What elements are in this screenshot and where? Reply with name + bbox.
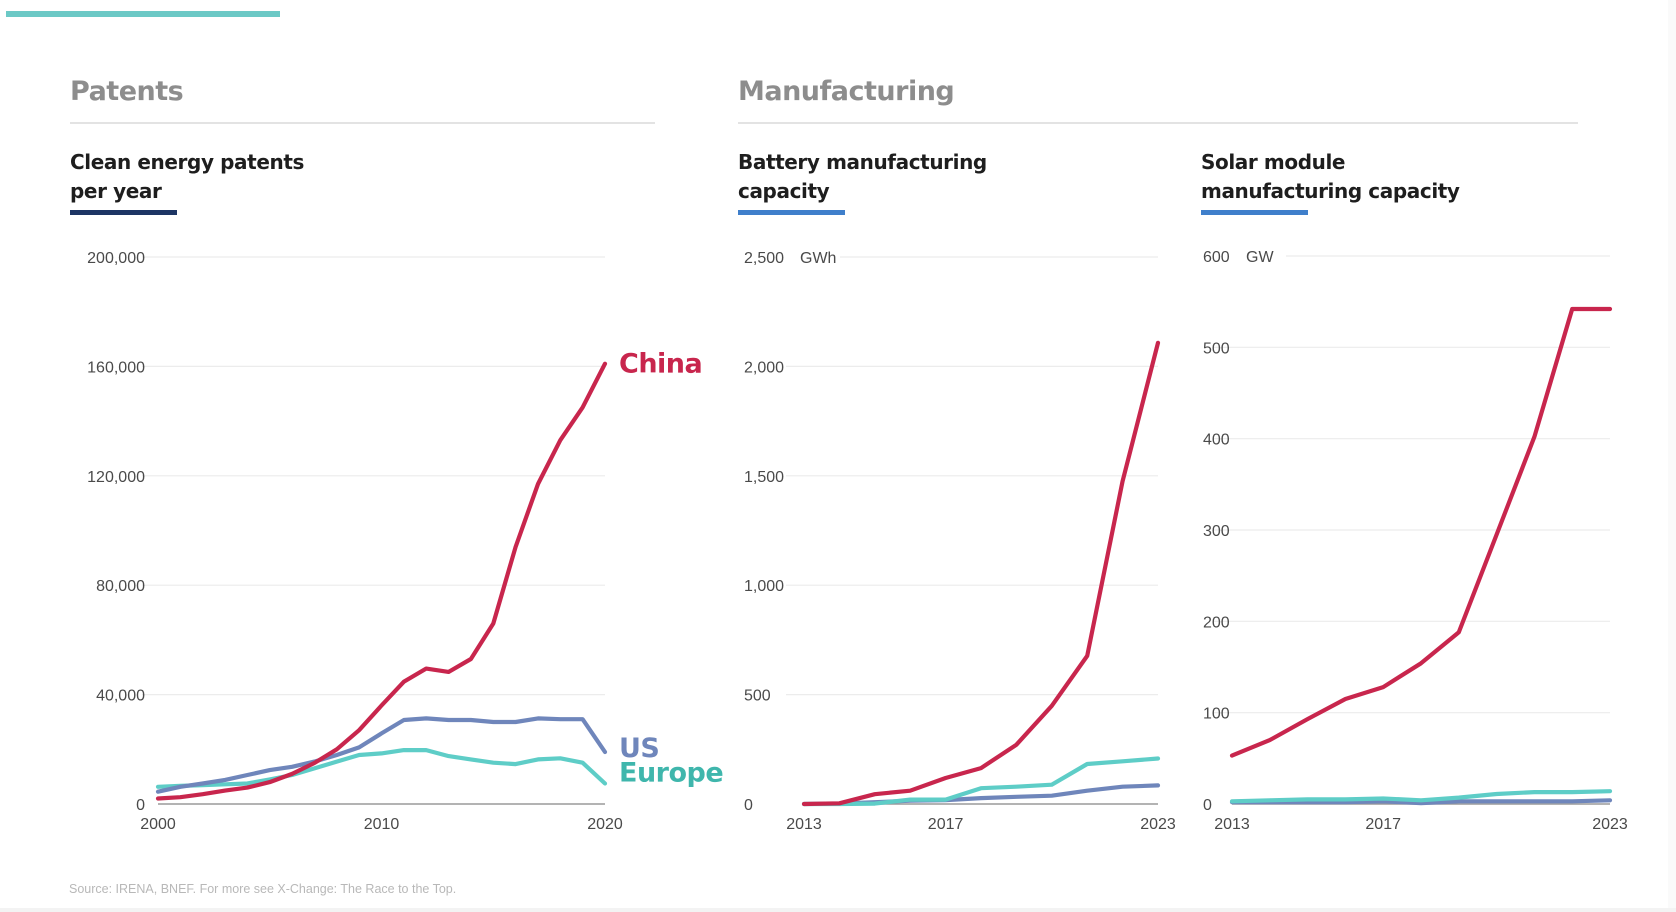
series-label-europe: Europe [619, 757, 723, 788]
series-line-china [1229, 306, 1613, 758]
chart-title-solar: Solar module manufacturing capacity [1201, 150, 1460, 203]
series-line-europe [801, 756, 1161, 807]
series-label-us: US [619, 733, 659, 764]
y-tick-label: 160,000 [87, 359, 145, 376]
chart-title-patents: Clean energy patents per year [70, 150, 304, 203]
section-title-manufacturing: Manufacturing [738, 76, 955, 107]
x-tick-label: 2023 [1140, 816, 1176, 833]
x-tick-label: 2017 [928, 816, 964, 833]
series-line-us [1229, 798, 1613, 806]
title-underline-solar [1201, 210, 1308, 215]
chart-solar: 0 100 200 300 400 500 600 GW 2013 2017 2023 [1203, 249, 1628, 833]
y-unit-label: GW [1246, 249, 1274, 266]
title-underline-battery [738, 210, 845, 215]
series-line-us [155, 716, 608, 794]
series-line-europe [1229, 789, 1613, 804]
y-tick-label: 120,000 [87, 469, 145, 486]
x-tick-label: 2017 [1365, 816, 1401, 833]
top-accent-bar [6, 11, 280, 17]
section-title-patents: Patents [70, 76, 184, 107]
y-tick-label: 300 [1203, 523, 1230, 540]
x-tick-label: 2020 [587, 816, 623, 833]
x-tick-label: 2010 [364, 816, 400, 833]
series-line-china [155, 361, 608, 801]
y-tick-label: 200,000 [87, 250, 145, 267]
x-tick-label: 2023 [1592, 816, 1628, 833]
x-tick-label: 2013 [1214, 816, 1250, 833]
section-rule-patents [70, 122, 655, 124]
chart-patents: 0 40,000 80,000 120,000 160,000 200,000 2000 20… [87, 250, 724, 833]
section-rule-manufacturing [738, 122, 1578, 124]
x-tick-label: 2000 [140, 816, 176, 833]
y-tick-label: 1,500 [744, 469, 784, 486]
y-tick-label: 0 [1203, 797, 1212, 814]
y-tick-label: 400 [1203, 432, 1230, 449]
source-footnote: Source: IRENA, BNEF. For more see X-Chan… [69, 882, 457, 896]
right-edge-band [1668, 0, 1676, 912]
y-tick-label: 0 [136, 797, 145, 814]
x-tick-label: 2013 [786, 816, 822, 833]
y-tick-label: 2,000 [744, 359, 784, 376]
y-tick-label: 40,000 [96, 688, 145, 705]
y-tick-label: 500 [744, 688, 771, 705]
chart-title-battery: Battery manufacturing capacity [738, 150, 987, 203]
y-tick-label: 600 [1203, 249, 1230, 266]
series-line-china [801, 340, 1161, 807]
y-tick-label: 1,000 [744, 578, 784, 595]
y-tick-label: 100 [1203, 706, 1230, 723]
chart-battery: 0 500 1,000 1,500 2,000 2,500 GWh 2013 2017 2023 [744, 250, 1176, 833]
title-underline-patents [70, 210, 177, 215]
y-tick-label: 0 [744, 797, 753, 814]
series-label-china: China [619, 349, 702, 380]
y-unit-label: GWh [800, 250, 836, 267]
y-tick-label: 500 [1203, 340, 1230, 357]
y-tick-label: 2,500 [744, 250, 784, 267]
bottom-band [0, 908, 1676, 912]
y-tick-label: 80,000 [96, 578, 145, 595]
y-tick-label: 200 [1203, 614, 1230, 631]
